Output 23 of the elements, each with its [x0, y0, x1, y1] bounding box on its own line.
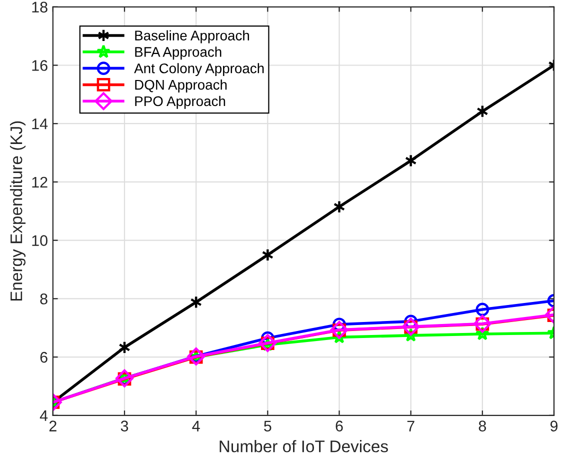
legend-label: PPO Approach: [135, 96, 226, 109]
x-tick-label: 8: [478, 420, 486, 432]
legend-label: Ant Colony Approach: [134, 63, 264, 76]
legend-label: BFA Approach: [135, 46, 222, 60]
x-tick-label: 2: [49, 420, 56, 432]
y-tick-label: 18: [32, 2, 48, 13]
x-tick-label: 6: [336, 420, 343, 432]
y-tick-label: 4: [40, 410, 48, 421]
x-tick-label: 3: [120, 420, 128, 432]
legend-label: DQN Approach: [135, 80, 227, 92]
y-tick-label: 10: [32, 235, 48, 246]
y-tick-label: 12: [32, 176, 48, 188]
y-tick-label: 16: [32, 60, 48, 71]
y-tick-label: 8: [40, 294, 48, 304]
x-tick-label: 7: [407, 420, 414, 432]
y-tick-label: 14: [32, 118, 48, 130]
y-tick-label: 6: [40, 352, 48, 363]
y-axis-title: Energy Expenditure (KJ): [10, 121, 26, 301]
x-tick-label: 5: [264, 420, 272, 432]
x-tick-label: 9: [550, 420, 558, 432]
x-tick-label: 4: [192, 420, 200, 432]
legend-label: Baseline Approach: [135, 30, 249, 44]
x-axis-title: Number of IoT Devices: [220, 440, 388, 452]
